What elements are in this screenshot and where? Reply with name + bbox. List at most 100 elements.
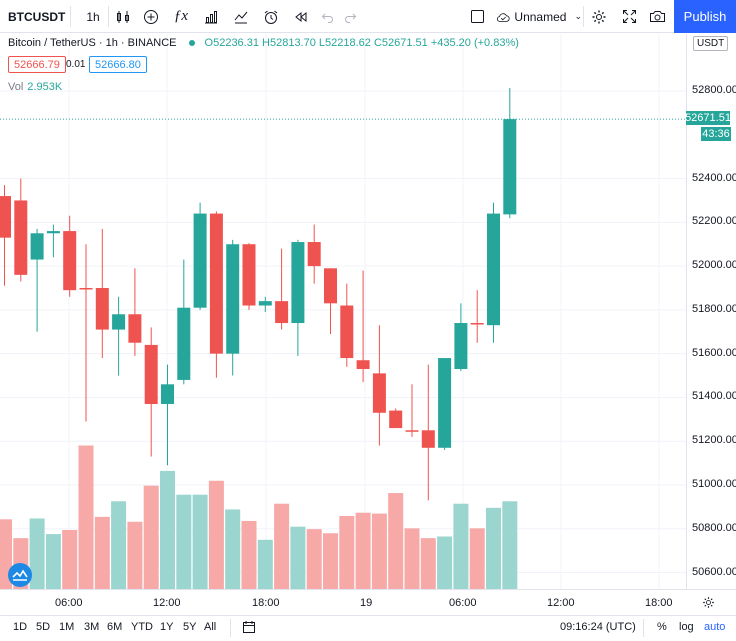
candle-body bbox=[0, 196, 11, 238]
indicators-button[interactable]: ƒx bbox=[170, 0, 192, 33]
calendar-icon bbox=[243, 621, 255, 633]
range-button-6m[interactable]: 6M bbox=[107, 621, 123, 633]
chart-style-button[interactable] bbox=[112, 0, 134, 33]
candle-body bbox=[291, 242, 305, 324]
symbol-search-button[interactable]: BTCUSDT bbox=[8, 9, 66, 24]
gear-icon bbox=[592, 10, 606, 23]
legend-ohlc: O52236.31 H52813.70 L52218.62 C52671.51 … bbox=[204, 37, 519, 49]
range-button-5y[interactable]: 5Y bbox=[183, 621, 197, 633]
redo-icon bbox=[345, 13, 357, 23]
alert-button[interactable] bbox=[260, 0, 282, 33]
time-tick-label: 12:00 bbox=[547, 597, 575, 609]
range-button-1m[interactable]: 1M bbox=[59, 621, 75, 633]
fullscreen-button[interactable] bbox=[618, 0, 640, 33]
redo-button[interactable] bbox=[340, 0, 360, 33]
volume-bar bbox=[437, 536, 453, 589]
candle-body bbox=[258, 301, 272, 306]
volume-bar bbox=[420, 538, 436, 589]
interval-button[interactable]: 1h bbox=[86, 9, 100, 24]
compare-button[interactable] bbox=[140, 0, 162, 33]
volume-bar bbox=[323, 533, 338, 589]
fullscreen-select-button[interactable] bbox=[466, 0, 488, 33]
volume-bar bbox=[241, 520, 257, 589]
candle-body bbox=[30, 233, 44, 260]
candle-body bbox=[356, 360, 370, 369]
range-button-all[interactable]: All bbox=[204, 621, 217, 633]
range-button-1d[interactable]: 1D bbox=[13, 621, 28, 633]
undo-button[interactable] bbox=[318, 0, 338, 33]
candle-body bbox=[438, 358, 452, 448]
goto-date-button[interactable] bbox=[242, 620, 256, 639]
candle-body bbox=[487, 213, 500, 326]
buy-price-button[interactable]: 52666.80 bbox=[89, 56, 147, 73]
rewind-icon bbox=[295, 11, 307, 22]
time-tick-label: 06:00 bbox=[55, 597, 83, 609]
volume-bar bbox=[371, 513, 387, 589]
volume-bar bbox=[388, 493, 404, 589]
gear-icon bbox=[703, 597, 714, 608]
candle-body bbox=[470, 323, 484, 325]
volume-bar bbox=[62, 529, 78, 589]
settings-button[interactable] bbox=[588, 0, 610, 33]
cloud-icon bbox=[497, 12, 510, 22]
candle-body bbox=[128, 314, 142, 343]
utc-clock[interactable]: 09:16:24 (UTC) bbox=[560, 621, 636, 633]
chart-legend: Bitcoin / TetherUS · 1h · BINANCE O52236… bbox=[8, 37, 519, 49]
candle-body bbox=[112, 314, 126, 330]
candle-body bbox=[177, 307, 191, 380]
candle-body bbox=[307, 242, 321, 267]
scale-settings-button[interactable] bbox=[702, 596, 715, 614]
templates-button[interactable] bbox=[230, 0, 252, 33]
save-layout-button[interactable]: Unnamed ⌄ bbox=[496, 0, 582, 33]
volume-bar bbox=[453, 503, 469, 589]
publish-button[interactable]: Publish bbox=[674, 0, 736, 33]
volume-bar bbox=[29, 518, 45, 589]
range-button-ytd[interactable]: YTD bbox=[131, 621, 153, 633]
replay-button[interactable] bbox=[290, 0, 312, 33]
volume-bar bbox=[78, 445, 94, 589]
tradingview-logo[interactable] bbox=[8, 563, 32, 587]
candle-body bbox=[46, 231, 60, 234]
bottom-toolbar bbox=[0, 615, 736, 641]
range-button-1y[interactable]: 1Y bbox=[160, 621, 174, 633]
volume-bar bbox=[355, 512, 371, 589]
volume-bar bbox=[208, 480, 224, 589]
price-chart[interactable] bbox=[0, 34, 686, 589]
price-tick-label: 51800.00 bbox=[692, 302, 736, 315]
candles-icon bbox=[117, 10, 129, 23]
market-status-icon bbox=[188, 40, 195, 46]
legend-title[interactable]: Bitcoin / TetherUS · 1h · BINANCE bbox=[8, 37, 177, 49]
candle-body bbox=[14, 200, 28, 275]
price-tick-label: 51600.00 bbox=[692, 346, 736, 359]
candle-body bbox=[275, 301, 289, 324]
auto-scale-toggle[interactable]: auto bbox=[704, 621, 726, 633]
range-button-5d[interactable]: 5D bbox=[36, 621, 51, 633]
toolbar-divider bbox=[643, 619, 644, 637]
time-scale[interactable] bbox=[0, 589, 736, 615]
time-tick-label: 12:00 bbox=[153, 597, 181, 609]
candle-body bbox=[209, 213, 223, 354]
volume-bar bbox=[502, 501, 518, 589]
expand-icon bbox=[622, 10, 636, 23]
candle-body bbox=[144, 344, 158, 405]
candle-body bbox=[324, 268, 337, 304]
snapshot-button[interactable] bbox=[646, 0, 668, 33]
price-tick-label: 52400.00 bbox=[692, 171, 736, 184]
undo-icon bbox=[321, 13, 333, 23]
toolbar-divider bbox=[70, 6, 71, 27]
log-scale-toggle[interactable]: log bbox=[679, 621, 694, 633]
volume-bar bbox=[404, 528, 420, 589]
percent-scale-toggle[interactable]: % bbox=[657, 621, 667, 633]
time-tick-label: 18:00 bbox=[252, 597, 280, 609]
range-button-3m[interactable]: 3M bbox=[84, 621, 100, 633]
bar-countdown-label: 43:36 bbox=[701, 127, 731, 141]
price-scale[interactable] bbox=[686, 34, 736, 589]
sell-price-button[interactable]: 52666.79 bbox=[8, 56, 66, 73]
price-tick-label: 50600.00 bbox=[692, 565, 736, 578]
currency-button[interactable]: USDT bbox=[693, 36, 729, 51]
financials-button[interactable] bbox=[200, 0, 222, 33]
volume-bar bbox=[143, 485, 159, 589]
volume-bar bbox=[127, 521, 143, 589]
time-tick-label: 06:00 bbox=[449, 597, 477, 609]
volume-bar bbox=[111, 501, 127, 589]
